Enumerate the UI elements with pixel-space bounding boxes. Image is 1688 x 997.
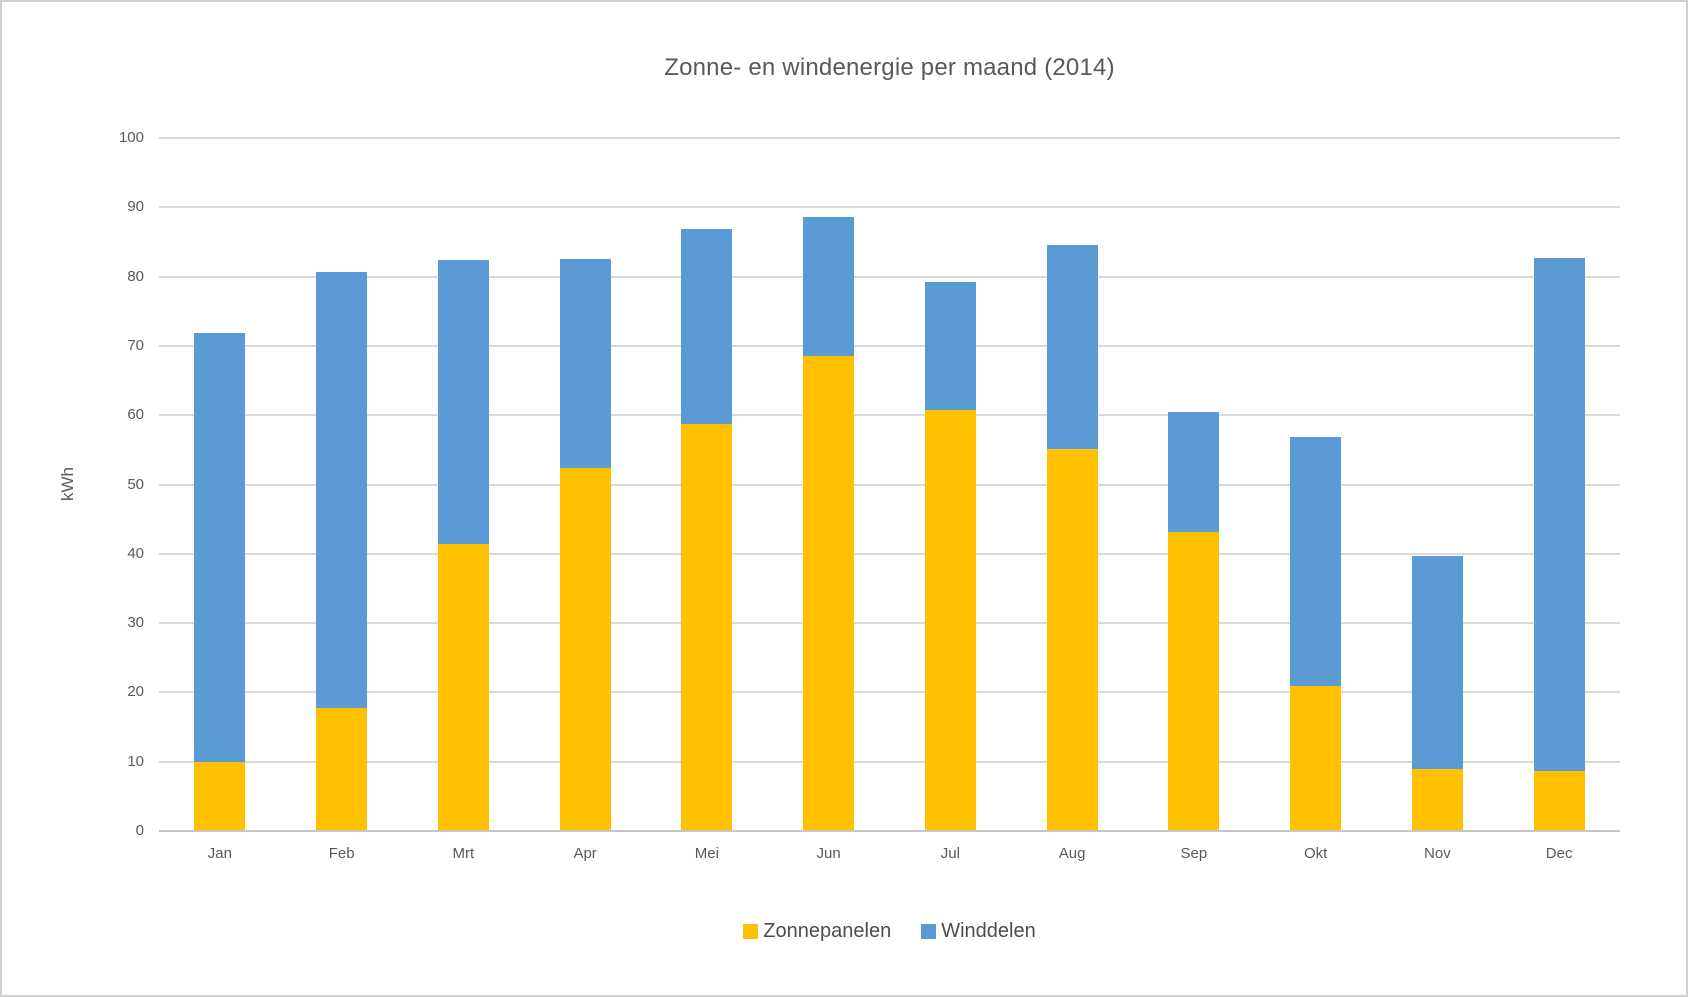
bar-segment-zonnepanelen-jan (194, 761, 246, 831)
bar-segment-winddelen-sep (1168, 412, 1220, 533)
bar-segment-winddelen-aug (1046, 245, 1098, 450)
bar-sep (1168, 412, 1220, 831)
legend-label-zonnepanelen: Zonnepanelen (763, 919, 892, 942)
bar-segment-zonnepanelen-apr (559, 467, 611, 831)
x-tick-label-mei: Mei (694, 845, 719, 862)
x-tick-label-aug: Aug (1058, 845, 1086, 862)
bar-segment-winddelen-nov (1411, 555, 1463, 770)
bar-segment-zonnepanelen-aug (1046, 449, 1098, 831)
y-tick-label-10: 10 (127, 752, 144, 770)
bar-aug (1046, 245, 1098, 831)
gridline-10 (159, 760, 1620, 763)
bar-segment-zonnepanelen-nov (1411, 769, 1463, 831)
bar-segment-zonnepanelen-okt (1290, 686, 1342, 831)
bar-dec (1533, 257, 1585, 831)
legend-swatch-winddelen (921, 923, 937, 939)
bar-segment-zonnepanelen-dec (1533, 770, 1585, 831)
bar-jun (803, 217, 855, 831)
chart-title: Zonne- en windenergie per maand (2014) (664, 54, 1115, 81)
gridline-20 (159, 691, 1620, 694)
legend-item-zonnepanelen: Zonnepanelen (743, 920, 891, 943)
bar-segment-winddelen-jun (803, 217, 855, 356)
y-tick-label-20: 20 (127, 683, 144, 701)
plot-area (159, 137, 1620, 832)
y-tick-label-0: 0 (135, 822, 144, 839)
y-tick-label-50: 50 (127, 475, 144, 493)
bar-segment-winddelen-okt (1290, 436, 1342, 687)
y-tick-label-40: 40 (127, 544, 144, 562)
x-tick-label-jul: Jul (940, 845, 960, 862)
bar-segment-winddelen-mrt (437, 259, 489, 545)
gridline-40 (159, 552, 1620, 555)
legend: Zonnepanelen Winddelen (159, 914, 1620, 948)
bar-nov (1411, 555, 1463, 831)
gridline-60 (159, 414, 1620, 417)
bar-segment-zonnepanelen-jun (803, 355, 855, 831)
y-tick-label-70: 70 (127, 336, 144, 354)
gridline-100 (159, 137, 1620, 139)
legend-swatch-zonnepanelen (743, 923, 759, 939)
y-tick-label-100: 100 (118, 129, 144, 146)
gridline-30 (159, 622, 1620, 625)
bar-segment-zonnepanelen-jul (924, 409, 976, 831)
x-tick-label-okt: Okt (1303, 845, 1328, 862)
legend-item-winddelen: Winddelen (921, 920, 1036, 943)
bar-mrt (437, 259, 489, 831)
bar-jul (924, 282, 976, 831)
x-tick-label-dec: Dec (1545, 845, 1573, 862)
x-tick-label-jun: Jun (816, 845, 841, 862)
bar-apr (559, 258, 611, 831)
bar-segment-winddelen-feb (316, 272, 368, 708)
bar-feb (316, 272, 368, 831)
bar-okt (1290, 436, 1342, 831)
y-tick-label-90: 90 (127, 198, 144, 216)
y-tick-label-30: 30 (127, 614, 144, 632)
bar-segment-winddelen-dec (1533, 257, 1585, 771)
x-tick-label-apr: Apr (573, 845, 597, 862)
bar-segment-winddelen-jul (924, 282, 976, 410)
y-axis-title: kWh (58, 467, 77, 501)
x-tick-label-feb: Feb (328, 845, 355, 862)
gridline-90 (159, 206, 1620, 209)
bar-segment-zonnepanelen-mrt (437, 544, 489, 831)
y-tick-label-80: 80 (127, 267, 144, 285)
bar-segment-winddelen-mei (681, 228, 733, 424)
x-tick-label-jan: Jan (207, 845, 232, 862)
x-tick-label-mrt: Mrt (452, 845, 475, 862)
x-axis-line (159, 830, 1620, 832)
gridline-50 (159, 483, 1620, 486)
legend-label-winddelen: Winddelen (941, 919, 1036, 942)
bar-segment-winddelen-jan (194, 333, 246, 762)
x-tick-label-nov: Nov (1424, 845, 1451, 862)
x-tick-label-sep: Sep (1180, 845, 1208, 862)
bar-segment-zonnepanelen-feb (316, 707, 368, 831)
bar-mei (681, 228, 733, 831)
bar-segment-zonnepanelen-mei (681, 423, 733, 831)
bar-segment-zonnepanelen-sep (1168, 532, 1220, 831)
gridline-70 (159, 344, 1620, 347)
y-tick-label-60: 60 (127, 406, 144, 424)
bar-jan (194, 333, 246, 831)
gridline-80 (159, 275, 1620, 278)
bar-segment-winddelen-apr (559, 258, 611, 468)
